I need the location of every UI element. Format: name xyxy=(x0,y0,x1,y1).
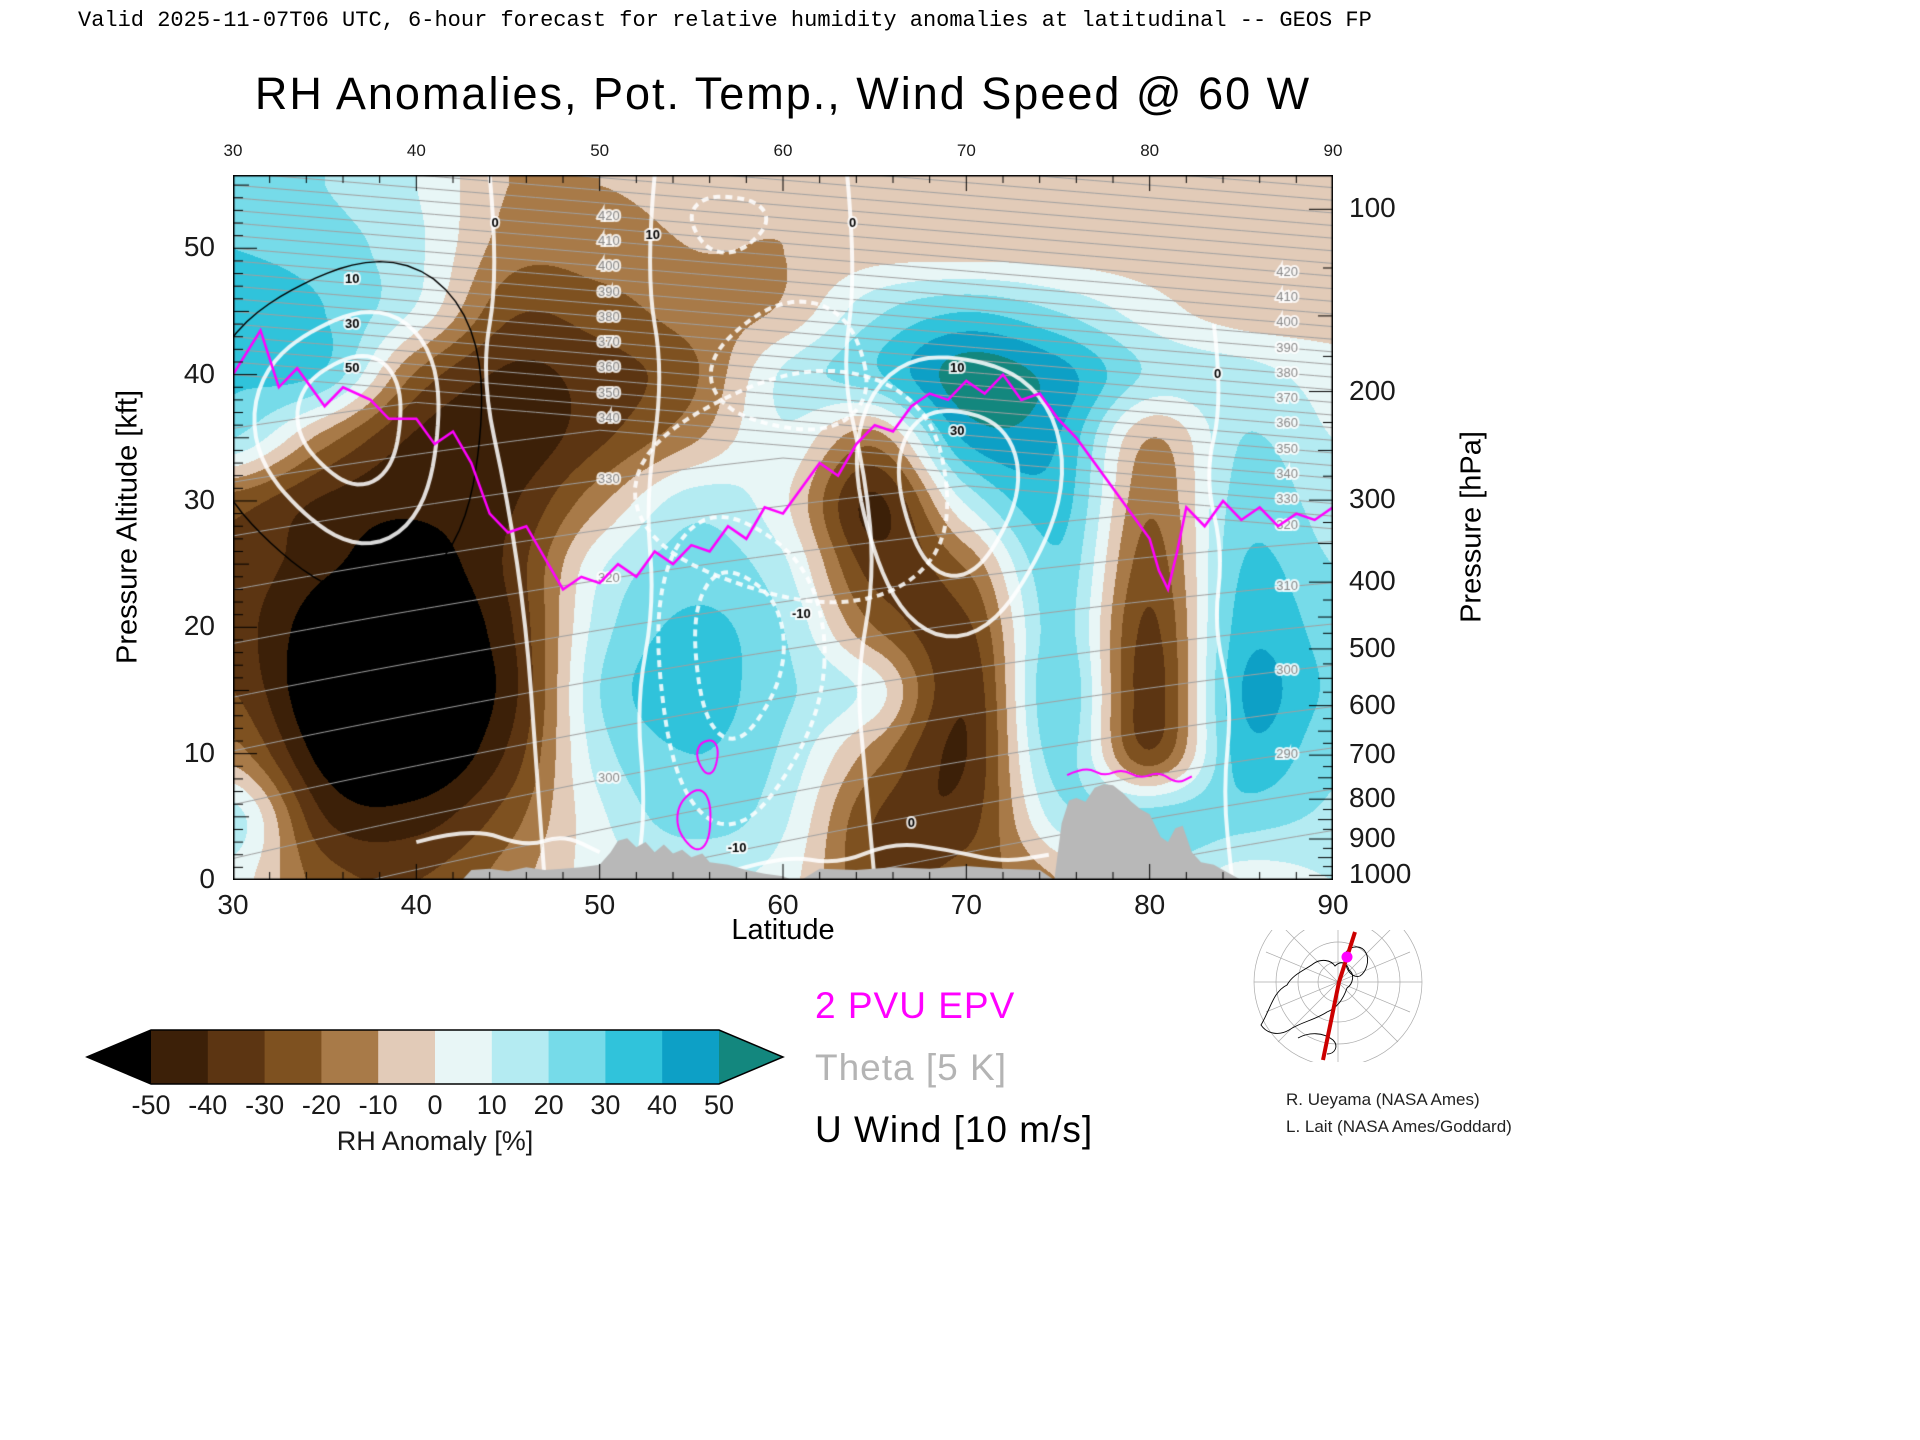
plot-canvas xyxy=(233,175,1333,880)
map-inset xyxy=(1253,897,1423,1067)
y-right-tick-label: 300 xyxy=(1349,483,1396,515)
x-top-tick-label: 30 xyxy=(223,141,243,160)
y-right-tick-label: 800 xyxy=(1349,782,1396,814)
y-right-tick-label: 100 xyxy=(1349,192,1396,224)
y-right-tick-label: 200 xyxy=(1349,374,1396,406)
valid-line: Valid 2025-11-07T06 UTC, 6-hour forecast… xyxy=(78,8,1372,33)
credits: R. Ueyama (NASA Ames) L. Lait (NASA Ames… xyxy=(1286,1086,1512,1140)
y-left-tick-label: 50 xyxy=(183,231,215,263)
colorbar-tick-label: -10 xyxy=(358,1090,398,1120)
colorbar: RH Anomaly [%] -50 -40 -30 -20 -10 0 10 20 30 40 5… xyxy=(85,1026,785,1166)
y-right-tick-label: 500 xyxy=(1349,631,1396,663)
colorbar-tick-label: 30 xyxy=(590,1090,621,1120)
x-tick-label: 90 xyxy=(1317,889,1349,920)
colorbar-tick-label: -40 xyxy=(188,1090,228,1120)
colorbar-tick-label: 50 xyxy=(703,1090,735,1120)
x-top-tick-label: 40 xyxy=(406,141,426,160)
colorbar-tick-label: -50 xyxy=(131,1090,171,1120)
y-left-tick-label: 10 xyxy=(183,736,215,768)
x-top-tick-label: 80 xyxy=(1140,141,1160,160)
x-top-tick-label: 70 xyxy=(956,141,976,160)
plot-area: 30 30 40 40 50 50 60 60 70 70 80 80 90 90 0 10 20 30 40 50 1… xyxy=(184,141,1411,920)
colorbar-tick-label: 40 xyxy=(647,1090,678,1120)
y-right-tick-label: 700 xyxy=(1349,738,1396,770)
map-coastline xyxy=(1260,946,1369,1055)
x-tick-label: 80 xyxy=(1134,889,1166,920)
y-left-tick-label: 30 xyxy=(183,483,215,515)
legend-item-epv: 2 PVU EPV xyxy=(815,985,1016,1026)
y-right-tick-label: 600 xyxy=(1349,688,1396,720)
x-axis-label: Latitude xyxy=(731,914,835,946)
credit-line-2: L. Lait (NASA Ames/Goddard) xyxy=(1286,1117,1512,1136)
credit-line-1: R. Ueyama (NASA Ames) xyxy=(1286,1090,1480,1109)
x-tick-label: 70 xyxy=(950,889,982,920)
y-axis-right-label: Pressure [hPa] xyxy=(1455,431,1488,623)
y-right-tick-label: 400 xyxy=(1349,565,1396,597)
legend-item-theta: Theta [5 K] xyxy=(815,1047,1007,1088)
colorbar-tick-label: -20 xyxy=(301,1090,341,1120)
x-tick-label: 40 xyxy=(400,889,432,920)
x-tick-label: 50 xyxy=(584,889,616,920)
y-left-tick-label: 0 xyxy=(199,863,215,894)
page-title: RH Anomalies, Pot. Temp., Wind Speed @ 6… xyxy=(254,68,1312,119)
x-tick-label: 60 xyxy=(767,889,799,920)
map-60w-line xyxy=(1321,931,1357,1061)
y-left-tick-label: 40 xyxy=(183,357,215,389)
colorbar-tick-label: 20 xyxy=(533,1090,564,1120)
y-left-tick-label: 20 xyxy=(183,610,215,642)
colorbar-label: RH Anomaly [%] xyxy=(336,1126,534,1156)
colorbar-arrow xyxy=(85,1029,785,1085)
colorbar-tick-label: 0 xyxy=(427,1090,443,1120)
legend-item-uwind: U Wind [10 m/s] xyxy=(815,1109,1094,1150)
x-top-tick-label: 60 xyxy=(773,141,793,160)
colorbar-tick-label: -30 xyxy=(245,1090,285,1120)
x-tick-label: 30 xyxy=(217,889,249,920)
colorbar-tick-label: 10 xyxy=(476,1090,507,1120)
map-inset-wrap xyxy=(1243,897,1423,1067)
x-top-tick-label: 50 xyxy=(590,141,610,160)
map-location-dot xyxy=(1341,951,1353,963)
y-axis-left-label: Pressure Altitude [kft] xyxy=(111,389,144,665)
y-right-tick-label: 1000 xyxy=(1349,858,1412,890)
y-right-tick-label: 900 xyxy=(1349,822,1396,854)
x-top-tick-label: 90 xyxy=(1323,141,1343,160)
